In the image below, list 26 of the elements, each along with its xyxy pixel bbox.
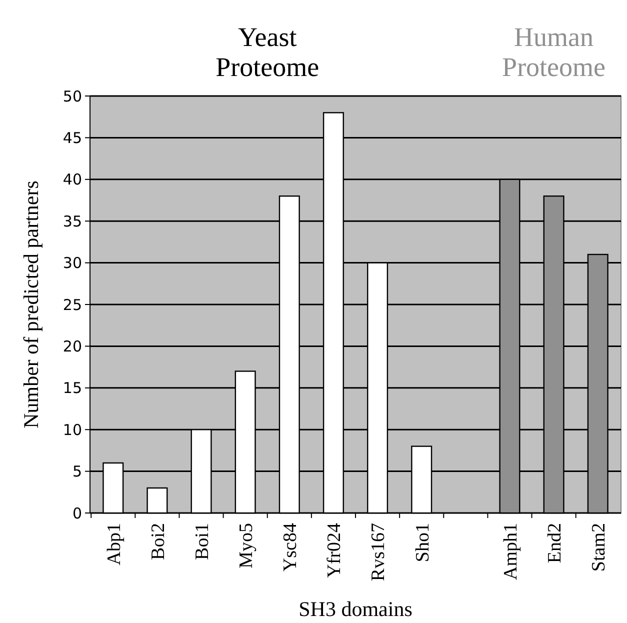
y-tick-label: 45 (62, 128, 82, 147)
y-tick-label: 15 (62, 379, 82, 398)
x-tick-label: Ysc84 (280, 522, 302, 572)
x-tick-label: Sho1 (412, 523, 434, 562)
x-tick-label: End2 (544, 523, 566, 564)
y-tick-label: 35 (62, 212, 82, 230)
y-tick-label: 0 (72, 504, 82, 522)
y-tick-label: 20 (62, 337, 82, 356)
x-tick-label: Yfr024 (324, 522, 346, 578)
x-tick-label: Myo5 (236, 523, 257, 568)
y-tick-label: 30 (62, 254, 82, 272)
x-tick-label: Boi1 (192, 523, 213, 560)
x-axis-title: SH3 domains (298, 597, 412, 621)
x-tick-label: Boi2 (148, 523, 169, 560)
y-tick-label: 10 (62, 420, 82, 439)
y-tick-label: 5 (72, 462, 82, 481)
text: Human Proteome (502, 22, 606, 82)
y-tick-label: 50 (62, 87, 82, 106)
y-axis-title: Number of predicted partners (19, 180, 43, 428)
series-label: Yeast Proteome (216, 22, 320, 82)
x-tick-label: Abp1 (104, 523, 125, 566)
y-tick-label: 25 (62, 296, 82, 314)
x-tick-label: Rvs167 (368, 523, 390, 582)
x-tick-label: Stam2 (588, 523, 610, 572)
y-tick-label: 40 (62, 170, 82, 189)
x-tick-label: Amph1 (500, 523, 522, 580)
